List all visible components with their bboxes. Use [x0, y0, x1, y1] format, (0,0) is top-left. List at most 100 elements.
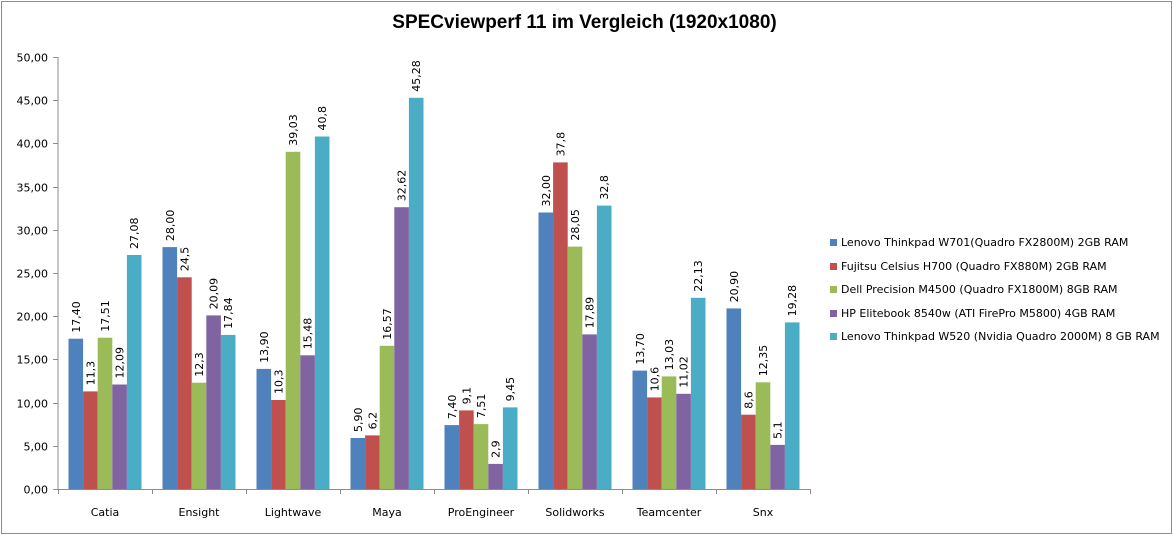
legend-item: Dell Precision M4500 (Quadro FX1800M) 8G… — [830, 278, 1160, 302]
bar — [538, 212, 554, 489]
x-tick-label: Lightwave — [265, 506, 322, 519]
bar — [220, 334, 236, 489]
y-tick-label: 15,00 — [17, 354, 49, 367]
bar — [126, 255, 142, 489]
data-label: 32,62 — [396, 170, 409, 202]
bar — [632, 370, 648, 489]
bar — [596, 205, 612, 489]
bar — [314, 136, 330, 489]
data-label: 40,8 — [316, 106, 329, 131]
x-tick-label: ProEngineer — [448, 506, 515, 519]
data-label: 19,28 — [786, 285, 799, 317]
data-label: 15,48 — [302, 318, 315, 350]
legend-item: HP Elitebook 8540w (ATI FirePro M5800) 4… — [830, 302, 1160, 326]
data-label: 32,8 — [598, 175, 611, 200]
data-label: 7,51 — [475, 394, 488, 419]
bar — [553, 162, 568, 489]
data-label: 7,40 — [446, 395, 459, 420]
y-tick-label: 0,00 — [24, 484, 49, 497]
y-tick-label: 50,00 — [17, 52, 49, 65]
data-label: 9,45 — [504, 377, 517, 402]
data-label: 32,00 — [540, 175, 553, 207]
bar — [690, 297, 706, 489]
data-label: 37,8 — [554, 132, 567, 157]
bar — [365, 435, 380, 489]
bar — [459, 410, 474, 489]
legend-swatch — [830, 262, 837, 270]
data-label: 17,89 — [584, 297, 597, 329]
chart-title: SPECviewperf 11 im Vergleich (1920x1080) — [392, 12, 777, 33]
y-tick-label: 40,00 — [17, 138, 49, 151]
data-label: 11,02 — [678, 356, 691, 388]
data-label: 13,90 — [258, 331, 271, 363]
data-label: 28,05 — [569, 209, 582, 241]
y-tick-label: 30,00 — [17, 225, 49, 238]
data-label: 13,03 — [663, 339, 676, 371]
y-tick-label: 20,00 — [17, 311, 49, 324]
x-tick-label: Solidworks — [545, 506, 604, 519]
bar — [408, 97, 424, 490]
data-label: 13,70 — [634, 333, 647, 365]
bar — [770, 444, 785, 489]
data-label: 22,13 — [692, 260, 705, 292]
bar — [473, 424, 489, 489]
bar — [784, 322, 800, 489]
data-label: 2,9 — [490, 440, 503, 458]
data-label: 11,3 — [84, 361, 97, 386]
axes: 0,00 5,00 10,00 15,00 20,00 25,00 30,00 35,00 40… — [17, 52, 811, 519]
bar — [676, 393, 691, 489]
x-tick-label: Maya — [372, 506, 401, 519]
legend-swatch — [830, 286, 837, 294]
y-tick-label: 10,00 — [17, 398, 49, 411]
data-label: 27,08 — [128, 218, 141, 250]
bar — [271, 400, 286, 489]
data-label: 16,57 — [381, 308, 394, 340]
legend-label: Lenovo Thinkpad W701(Quadro FX2800M) 2GB… — [841, 236, 1129, 250]
bar — [177, 277, 192, 489]
bar — [567, 246, 583, 489]
bar — [285, 151, 301, 490]
data-label: 20,90 — [728, 271, 741, 303]
data-label: 5,1 — [772, 421, 785, 439]
data-label: 17,51 — [99, 300, 112, 332]
bar — [83, 391, 98, 489]
data-label: 17,40 — [70, 301, 83, 333]
bar — [394, 207, 409, 489]
bar — [726, 308, 742, 489]
x-tick-label: Ensight — [179, 506, 221, 519]
data-label: 20,09 — [208, 278, 221, 310]
y-tick-label: 5,00 — [24, 441, 49, 454]
legend-label: Dell Precision M4500 (Quadro FX1800M) 8G… — [841, 283, 1118, 297]
legend-label: Fujitsu Celsius H700 (Quadro FX880M) 2GB… — [841, 259, 1107, 273]
legend-swatch — [830, 333, 837, 341]
legend-item: Fujitsu Celsius H700 (Quadro FX880M) 2GB… — [830, 255, 1160, 279]
data-label: 24,5 — [178, 247, 191, 272]
bar — [162, 247, 178, 489]
bar — [300, 355, 315, 489]
x-tick-label: Catia — [91, 506, 120, 519]
bar — [256, 368, 272, 489]
bar — [741, 414, 756, 489]
data-labels: 17,40 28,00 13,90 5,90 7,40 32,00 13,70 20,90 11… — [70, 60, 799, 458]
legend-item: Lenovo Thinkpad W520 (Nvidia Quadro 2000… — [830, 325, 1160, 349]
y-tick-label: 25,00 — [17, 268, 49, 281]
data-label: 8,6 — [742, 391, 755, 409]
data-label: 10,3 — [272, 370, 285, 395]
bar — [582, 334, 597, 489]
data-label: 9,1 — [460, 387, 473, 405]
data-label: 12,35 — [757, 345, 770, 377]
bar — [191, 382, 207, 489]
bar — [647, 397, 662, 489]
legend-swatch — [830, 309, 837, 317]
data-label: 6,2 — [366, 412, 379, 430]
legend-label: Lenovo Thinkpad W520 (Nvidia Quadro 2000… — [841, 330, 1160, 344]
data-label: 39,03 — [287, 114, 300, 146]
y-tick-label: 45,00 — [17, 95, 49, 108]
data-label: 45,28 — [410, 60, 423, 92]
data-label: 12,3 — [193, 352, 206, 377]
bar — [97, 337, 113, 489]
bar — [379, 345, 395, 489]
bar — [502, 407, 518, 489]
legend: Lenovo Thinkpad W701(Quadro FX2800M) 2GB… — [830, 231, 1160, 349]
